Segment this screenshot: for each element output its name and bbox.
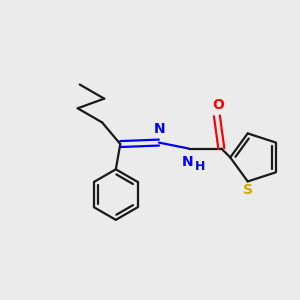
Text: H: H <box>195 160 206 173</box>
Text: N: N <box>181 155 193 169</box>
Text: N: N <box>154 122 165 136</box>
Text: S: S <box>243 183 253 197</box>
Text: O: O <box>212 98 224 112</box>
